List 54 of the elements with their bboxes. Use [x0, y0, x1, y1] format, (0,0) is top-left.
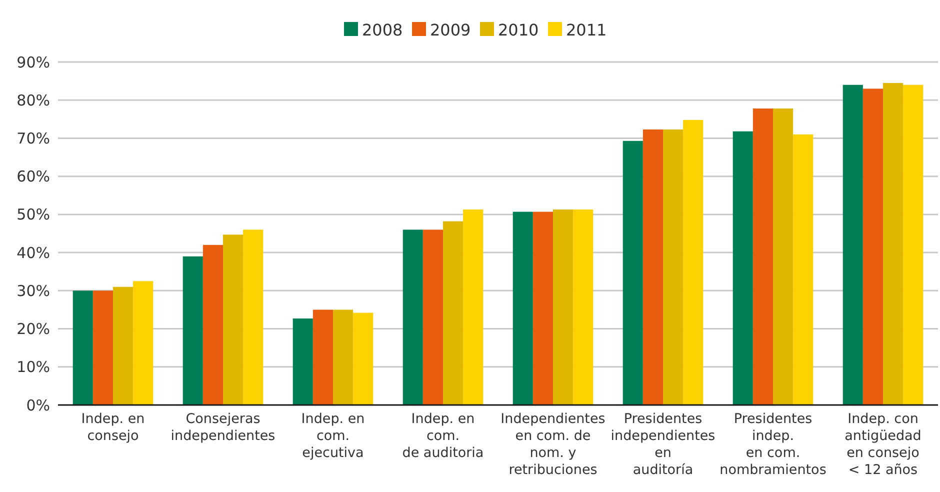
- y-tick-label: 50%: [16, 206, 50, 224]
- bar: [353, 312, 374, 405]
- y-tick-label: 10%: [16, 358, 50, 376]
- bar: [573, 209, 594, 405]
- y-tick-label: 80%: [16, 91, 50, 110]
- bar: [683, 120, 704, 405]
- bar: [532, 212, 553, 405]
- bar: [72, 290, 93, 405]
- bar: [883, 82, 904, 405]
- y-tick-label: 20%: [16, 320, 50, 338]
- bar: [133, 281, 154, 405]
- bar: [202, 244, 223, 405]
- bar: [443, 221, 464, 405]
- bar: [92, 290, 113, 405]
- x-tick-label: Presidentes indep. en com. nombramientos: [720, 411, 826, 478]
- legend-label: 2009: [430, 20, 471, 40]
- bar: [333, 310, 354, 405]
- bar: [642, 129, 663, 405]
- y-tick-label: 40%: [16, 244, 50, 262]
- legend-label: 2011: [566, 20, 607, 40]
- bar: [402, 230, 423, 405]
- x-tick-label: Consejeras independientes: [170, 411, 276, 444]
- bar: [663, 129, 684, 405]
- bar: [312, 310, 333, 405]
- x-tick-label: Indep. en com. ejecutiva: [301, 411, 365, 461]
- bar: [842, 84, 863, 405]
- y-tick-label: 0%: [26, 396, 50, 414]
- x-tick-label: Indep. con antigüedad en consejo < 12 años: [844, 411, 922, 478]
- y-tick-label: 30%: [16, 282, 50, 300]
- bar: [223, 234, 244, 405]
- bar: [622, 140, 643, 405]
- bar: [243, 230, 264, 405]
- x-tick-label: Presidentes independientes en auditoría: [610, 411, 716, 478]
- x-tick-label: Indep. en consejo: [81, 411, 145, 444]
- bar: [773, 108, 794, 405]
- bar: [422, 230, 443, 405]
- bar: [793, 134, 814, 405]
- y-tick-label: 60%: [16, 168, 50, 186]
- bar: [113, 286, 134, 405]
- bar: [732, 131, 753, 405]
- legend-label: 2010: [498, 20, 539, 40]
- bar: [512, 212, 533, 405]
- x-tick-label: Indep. en com. de auditoria: [402, 411, 484, 461]
- legend-label: 2008: [362, 20, 403, 40]
- x-tick-label: Independientes en com. de nom. y retribuciones: [500, 411, 606, 478]
- bar: [182, 256, 203, 405]
- bar: [553, 209, 574, 405]
- bar: [752, 108, 773, 405]
- bar: [463, 209, 484, 405]
- y-tick-label: 70%: [16, 129, 50, 148]
- bar: [292, 318, 313, 405]
- bar: [903, 84, 924, 405]
- bar: [862, 88, 883, 405]
- y-tick-label: 90%: [16, 53, 50, 72]
